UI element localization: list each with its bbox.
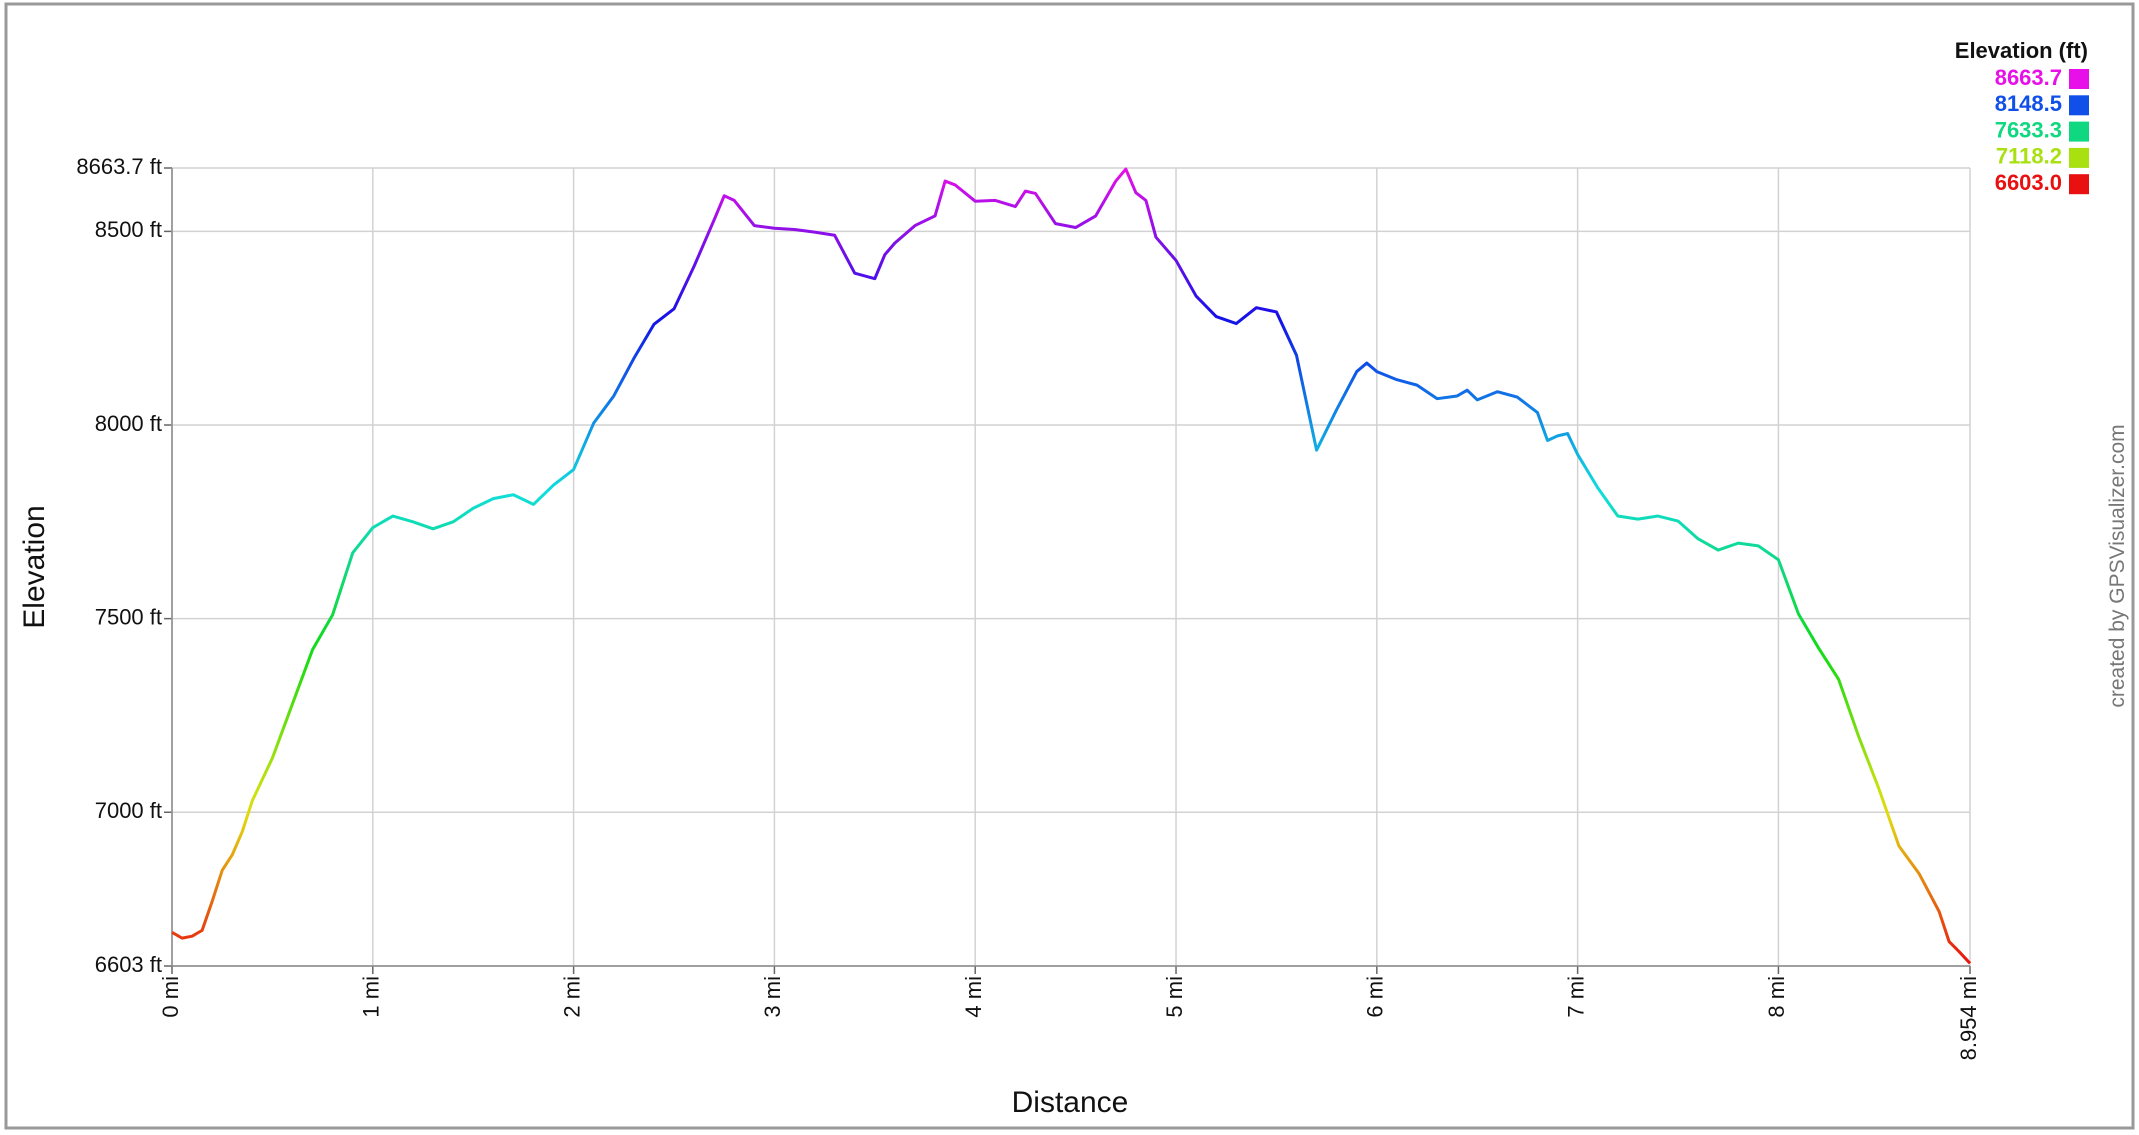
y-tick-label: 6603 ft [95, 952, 162, 977]
x-tick-label: 8.954 mi [1956, 976, 1981, 1060]
x-tick-label: 4 mi [961, 976, 986, 1018]
legend-label: 7118.2 [1996, 144, 2062, 169]
x-tick-label: 2 mi [559, 976, 584, 1018]
y-tick-label: 7500 ft [95, 604, 162, 629]
legend-label: 8148.5 [1995, 91, 2062, 116]
x-tick-label: 0 mi [158, 976, 183, 1018]
frame [4, 2, 2135, 1130]
legend-swatch [2069, 174, 2089, 195]
legend-swatch [2069, 95, 2089, 116]
x-tick-label: 5 mi [1162, 976, 1187, 1018]
x-axis-title: Distance [1012, 1086, 1129, 1119]
labels: 8663.7 ft 8500 ft 8000 ft 7500 ft 7000 ft 660… [76, 65, 2089, 1060]
y-tick-label: 8000 ft [95, 411, 162, 436]
legend-label: 8663.7 [1995, 65, 2062, 90]
grid [164, 167, 1971, 974]
y-tick-label: 8500 ft [95, 217, 162, 242]
y-tick-label: 8663.7 ft [76, 154, 162, 179]
legend-swatch [2069, 147, 2089, 168]
legend-title: Elevation (ft) [1955, 38, 2088, 63]
legend-swatch [2069, 121, 2089, 142]
x-tick-label: 8 mi [1764, 976, 1789, 1018]
legend-label: 6603.0 [1995, 170, 2062, 195]
plot [171, 167, 1972, 965]
y-axis-title: Elevation [18, 505, 51, 628]
elevation-line [171, 167, 1972, 965]
x-tick-label: 7 mi [1563, 976, 1588, 1018]
x-tick-label: 3 mi [760, 976, 785, 1018]
x-tick-label: 6 mi [1363, 976, 1388, 1018]
credit: created by GPSVisualizer.com [2106, 424, 2129, 707]
y-tick-label: 7000 ft [95, 798, 162, 823]
legend-label: 7633.3 [1995, 117, 2062, 142]
legend-swatch [2069, 69, 2089, 89]
x-tick-label: 1 mi [359, 976, 384, 1018]
